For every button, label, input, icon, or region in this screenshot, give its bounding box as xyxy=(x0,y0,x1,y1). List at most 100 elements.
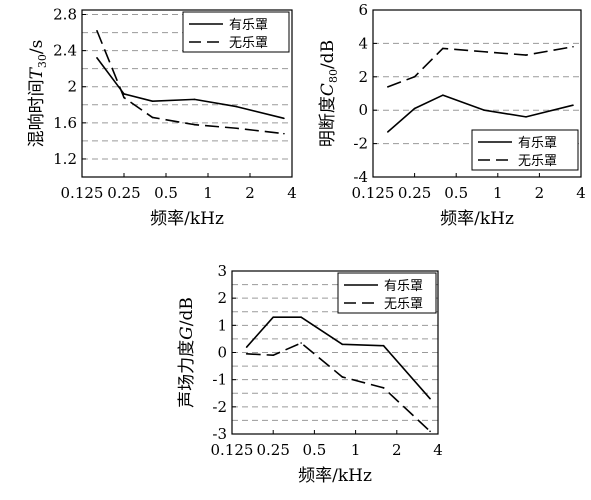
x-tick-label: 1 xyxy=(203,184,213,202)
y-tick-label: 0 xyxy=(358,101,368,119)
x-tick-label: 0.25 xyxy=(398,184,431,202)
chart-sound-strength: -3 -2 -1 0 1 2 3 0.125 0.25 0.5 1 2 4 频率/kHz 声场力度G/dB 有… xyxy=(177,262,443,486)
legend-box xyxy=(471,129,579,171)
axes-frame xyxy=(372,9,582,178)
data-point xyxy=(429,430,431,433)
axes-frame xyxy=(81,9,293,178)
y-tick-label: 2.8 xyxy=(53,6,77,24)
y-tick-label: 6 xyxy=(358,1,368,19)
y-axis-label-subscript: 30 xyxy=(36,54,49,68)
data-point xyxy=(413,107,416,110)
y-axis-label-text: 混响时间 xyxy=(27,79,47,147)
y-tick-label: -1 xyxy=(212,371,227,389)
y-axis-label: 混响时间T30/s xyxy=(27,40,49,148)
y-tick-label: -3 xyxy=(212,425,227,443)
data-point xyxy=(193,123,196,126)
data-point xyxy=(96,29,98,32)
y-tick-label: 2 xyxy=(67,78,77,96)
series-line-solid xyxy=(246,316,431,400)
data-point xyxy=(341,343,344,346)
y-axis-label-subscript: 80 xyxy=(327,69,340,83)
data-point xyxy=(341,376,344,378)
series-line-dashed xyxy=(96,30,284,135)
data-point xyxy=(429,397,431,400)
y-tick-label: 3 xyxy=(217,262,227,280)
y-axis-label-unit: /dB xyxy=(318,40,338,69)
x-tick-label: 0.5 xyxy=(444,184,468,202)
data-point xyxy=(483,109,486,111)
chart-reverberation-time: 1.2 1.6 2 2.4 2.8 0.125 0.25 0.5 1 2 4 频率/kHz 混响时间T3… xyxy=(27,6,297,229)
x-axis-label: 频率/kHz xyxy=(298,466,372,486)
x-tick-label: 4 xyxy=(433,441,443,459)
data-point xyxy=(151,100,154,102)
legend-label: 无乐罩 xyxy=(518,154,557,169)
x-axis-label: 频率/kHz xyxy=(150,209,224,229)
data-point xyxy=(96,57,98,59)
y-tick-label: -4 xyxy=(353,168,368,186)
data-point xyxy=(123,96,125,99)
legend-box xyxy=(337,272,437,314)
y-axis-label-symbol: G xyxy=(177,326,197,340)
data-point xyxy=(572,104,574,106)
data-point xyxy=(525,54,527,56)
legend-label: 有乐罩 xyxy=(384,279,423,294)
y-tick-label: 4 xyxy=(358,34,368,52)
x-tick-label: 4 xyxy=(576,184,586,202)
x-tick-label: 0.125 xyxy=(61,184,104,202)
y-axis-label-symbol: C xyxy=(318,83,338,96)
legend-label: 无乐罩 xyxy=(384,297,423,312)
data-point xyxy=(300,342,302,344)
data-point xyxy=(283,132,285,135)
data-point xyxy=(483,50,486,53)
y-axis-label-text: 声场力度 xyxy=(177,340,197,408)
x-tick-label: 1 xyxy=(351,441,361,459)
data-point xyxy=(572,45,574,48)
x-tick-label: 2 xyxy=(392,441,402,459)
x-tick-label: 0.5 xyxy=(302,441,326,459)
data-point xyxy=(245,353,248,355)
data-point xyxy=(387,131,389,133)
x-tick-label: 1 xyxy=(493,184,503,202)
y-axis-label-symbol: T xyxy=(27,66,47,79)
y-axis-label-unit: /dB xyxy=(177,297,197,326)
y-tick-label: 0 xyxy=(217,344,227,362)
data-point xyxy=(272,354,275,357)
data-point xyxy=(272,316,275,318)
data-point xyxy=(300,316,302,318)
x-tick-label: 0.125 xyxy=(211,441,254,459)
chart-clarity: -4 -2 0 2 4 6 0.125 0.25 0.5 1 2 4 频率/kHz 明断度C80/dB 有乐… xyxy=(318,1,586,229)
y-axis-label-unit: /s xyxy=(27,40,47,54)
data-point xyxy=(235,127,238,130)
y-tick-label: 1.2 xyxy=(53,150,77,168)
y-axis-label: 声场力度G/dB xyxy=(177,297,197,408)
x-axis-label: 频率/kHz xyxy=(440,209,514,229)
y-tick-label: 2 xyxy=(217,289,227,307)
data-point xyxy=(151,116,154,119)
y-tick-label: -2 xyxy=(353,135,368,153)
data-point xyxy=(387,86,389,88)
x-tick-label: 0.5 xyxy=(154,184,178,202)
data-point xyxy=(123,93,125,95)
data-point xyxy=(382,344,385,347)
data-point xyxy=(413,76,416,78)
x-tick-label: 0.125 xyxy=(352,184,395,202)
x-tick-label: 2 xyxy=(535,184,545,202)
y-axis-label: 明断度C80/dB xyxy=(318,40,340,147)
y-axis-label-text: 明断度 xyxy=(318,96,338,147)
y-tick-label: 2 xyxy=(358,68,368,86)
y-tick-label: 1 xyxy=(217,316,227,334)
data-point xyxy=(245,346,248,348)
y-tick-label: 2.4 xyxy=(53,42,77,60)
data-point xyxy=(382,387,385,389)
data-point xyxy=(283,117,285,120)
legend-box xyxy=(182,11,290,53)
data-point xyxy=(442,47,444,50)
x-tick-label: 0.25 xyxy=(107,184,140,202)
data-point xyxy=(235,105,238,108)
series-line-solid xyxy=(387,94,574,133)
data-point xyxy=(525,116,527,118)
x-tick-label: 2 xyxy=(245,184,255,202)
series-line-solid xyxy=(96,57,285,120)
y-tick-label: -2 xyxy=(212,398,227,416)
legend-label: 无乐罩 xyxy=(229,36,268,51)
